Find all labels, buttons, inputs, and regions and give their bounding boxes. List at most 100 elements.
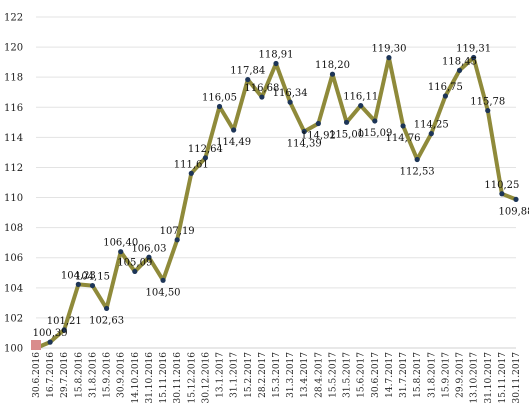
x-tick-label: 15.6.2017	[357, 352, 367, 398]
data-point	[118, 249, 124, 255]
data-point	[75, 281, 81, 287]
x-tick-label: 31.3.2017	[286, 352, 296, 398]
data-label: 101,21	[47, 316, 82, 327]
data-label: 116,05	[202, 93, 237, 104]
data-label: 104,50	[146, 287, 181, 298]
y-tick-label: 110	[4, 193, 23, 204]
data-label: 104,23	[61, 270, 96, 281]
data-label: 107,19	[160, 226, 195, 237]
x-tick-label: 30.12.2016	[201, 352, 211, 403]
data-point	[301, 128, 307, 135]
data-label: 114,92	[301, 131, 336, 142]
data-label: 119,31	[456, 43, 491, 54]
data-point	[485, 107, 491, 114]
data-label: 115,09	[357, 128, 392, 139]
x-tick-label: 31.5.2017	[343, 352, 353, 398]
y-tick-label: 112	[4, 163, 23, 174]
data-point	[31, 340, 41, 350]
y-tick-label: 100	[4, 344, 23, 355]
data-point	[428, 131, 434, 137]
data-label: 116,68	[244, 83, 279, 94]
data-label: 119,30	[371, 44, 406, 55]
data-label: 115,00	[329, 129, 364, 140]
x-tick-label: 13.10.2017	[470, 352, 480, 403]
data-point	[329, 71, 336, 77]
x-tick-label: 15.2.2017	[244, 352, 254, 398]
y-tick-label: 118	[4, 73, 23, 84]
data-label: 116,11	[343, 92, 378, 103]
x-tick-label: 15.12.2016	[187, 352, 197, 403]
x-tick-label: 30.6.2016	[32, 352, 42, 398]
x-tick-label: 30.11.2017	[512, 352, 522, 403]
x-tick-label: 15.3.2017	[272, 352, 282, 398]
x-tick-label: 14.7.2017	[385, 352, 395, 398]
data-label: 105,09	[117, 257, 152, 268]
data-label: 106,03	[131, 243, 166, 254]
data-label: 112,64	[188, 144, 223, 155]
data-point	[386, 55, 392, 61]
data-point	[231, 127, 237, 133]
data-label: 114,25	[414, 120, 449, 131]
y-tick-label: 116	[4, 103, 23, 114]
x-tick-label: 15.9.2017	[441, 352, 451, 398]
x-tick-label: 31.10.2016	[145, 352, 155, 403]
data-label: 109,88	[499, 206, 529, 217]
y-tick-label: 106	[4, 253, 23, 264]
x-tick-label: 31.7.2017	[399, 352, 409, 398]
data-point	[372, 118, 378, 124]
data-label: 114,49	[216, 137, 251, 148]
x-tick-label: 30.9.2016	[117, 352, 127, 398]
data-series-line	[34, 55, 518, 350]
data-point	[132, 268, 138, 275]
x-tick-label: 13.4.2017	[300, 352, 310, 398]
data-label: 118,91	[259, 49, 294, 60]
x-tick-label: 31.8.2016	[89, 352, 99, 398]
data-point	[400, 123, 406, 129]
data-point	[61, 327, 67, 333]
data-point	[245, 76, 251, 83]
data-label: 106,40	[103, 238, 138, 249]
data-point	[358, 103, 364, 109]
x-tick-label: 15.9.2016	[103, 352, 113, 398]
y-tick-label: 122	[4, 13, 23, 24]
x-tick-label: 30.6.2017	[371, 352, 381, 398]
data-label: 116,75	[428, 82, 463, 93]
data-point	[343, 119, 350, 125]
y-tick-label: 102	[4, 313, 23, 324]
data-label: 100,39	[33, 328, 68, 339]
data-point	[146, 254, 152, 260]
data-label: 118,45	[442, 56, 477, 67]
x-tick-label: 15.8.2016	[74, 352, 84, 398]
x-tick-label: 29.9.2017	[456, 352, 466, 398]
data-point	[414, 156, 420, 163]
data-point	[188, 170, 194, 176]
data-label: 104,15	[75, 272, 110, 283]
data-label: 114,39	[287, 138, 322, 149]
x-tick-label: 29.7.2016	[60, 352, 70, 398]
data-point	[442, 93, 449, 99]
y-tick-label: 120	[4, 43, 23, 54]
data-point	[471, 54, 477, 61]
x-tick-label: 15.11.2017	[498, 352, 508, 403]
x-tick-label: 30.11.2016	[173, 352, 183, 403]
data-point	[174, 237, 180, 243]
x-tick-label: 13.1.2017	[216, 352, 226, 398]
x-tick-label: 14.10.2016	[131, 352, 141, 403]
data-label: 116,34	[273, 88, 308, 99]
data-label: 117,84	[230, 66, 265, 77]
data-label: 118,20	[315, 60, 350, 71]
x-tick-label: 31.10.2017	[484, 352, 494, 403]
data-point	[103, 305, 110, 312]
data-point	[513, 196, 519, 202]
y-tick-label: 114	[4, 133, 23, 144]
x-tick-label: 28.2.2017	[258, 352, 268, 398]
x-tick-label: 16.7.2016	[46, 352, 56, 398]
data-point	[160, 277, 166, 283]
data-point	[273, 60, 279, 67]
data-point	[216, 103, 223, 110]
data-point	[202, 155, 209, 161]
x-tick-label: 31.1.2017	[230, 352, 240, 398]
data-label: 114,76	[386, 133, 421, 144]
